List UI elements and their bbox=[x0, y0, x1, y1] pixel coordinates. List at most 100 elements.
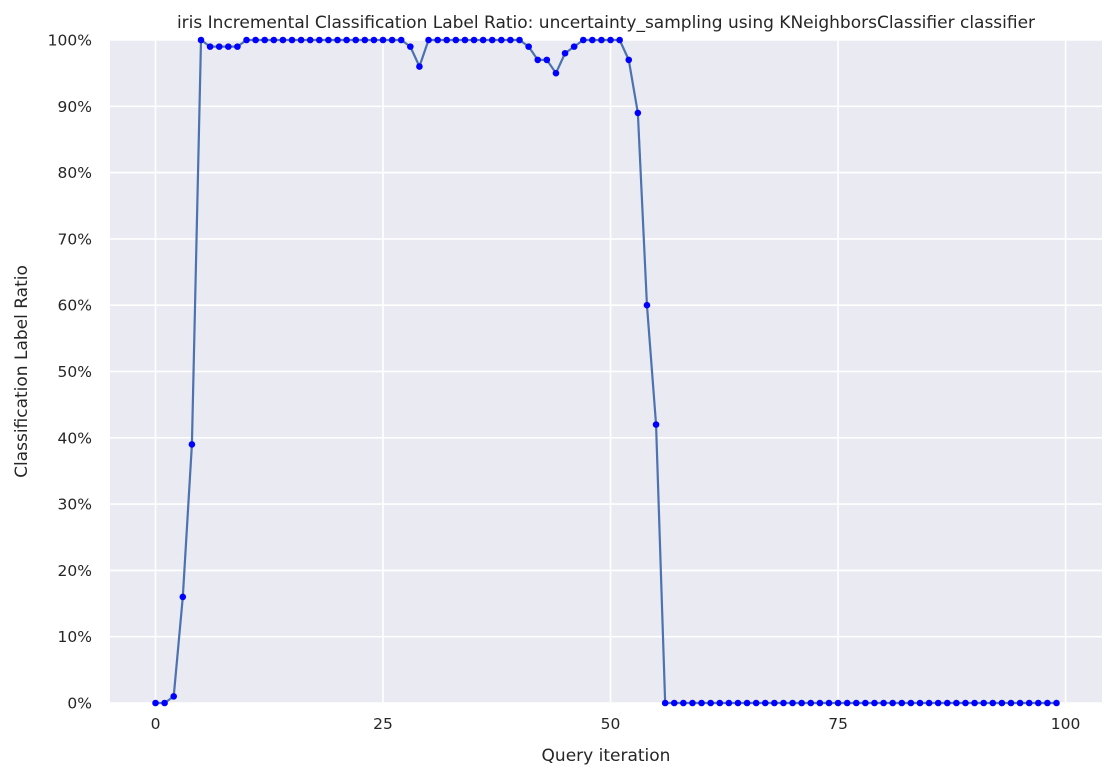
data-point bbox=[771, 699, 778, 707]
data-point bbox=[270, 36, 278, 44]
data-point bbox=[1034, 699, 1042, 707]
data-point bbox=[907, 699, 915, 707]
y-tick-label: 10% bbox=[58, 628, 92, 646]
data-point bbox=[852, 699, 860, 707]
data-point bbox=[643, 301, 651, 309]
data-point bbox=[252, 36, 259, 44]
data-point bbox=[1044, 699, 1051, 707]
data-point bbox=[507, 36, 514, 44]
data-point bbox=[579, 36, 587, 44]
data-point bbox=[206, 43, 214, 50]
data-point bbox=[179, 593, 187, 601]
data-point bbox=[488, 36, 496, 44]
data-point bbox=[170, 693, 178, 700]
data-point bbox=[1016, 699, 1024, 707]
data-point bbox=[998, 699, 1006, 707]
data-point bbox=[661, 699, 669, 707]
data-point bbox=[215, 43, 223, 50]
data-point bbox=[234, 43, 241, 50]
data-point bbox=[616, 36, 623, 44]
data-point bbox=[570, 43, 578, 50]
data-point bbox=[843, 699, 851, 707]
data-point bbox=[962, 699, 969, 707]
data-point bbox=[543, 56, 551, 64]
data-point bbox=[725, 699, 733, 707]
x-tick-label: 25 bbox=[373, 715, 393, 733]
data-point bbox=[452, 36, 460, 44]
series-line bbox=[155, 38, 1057, 705]
y-tick-label: 50% bbox=[58, 363, 92, 381]
data-point bbox=[816, 699, 824, 707]
data-point bbox=[925, 699, 933, 707]
data-point bbox=[425, 36, 432, 44]
data-point bbox=[971, 699, 978, 707]
data-point bbox=[197, 36, 205, 44]
data-point bbox=[443, 36, 451, 44]
y-tick-label: 80% bbox=[58, 164, 92, 182]
data-point bbox=[188, 441, 196, 448]
data-point bbox=[698, 699, 705, 707]
data-point bbox=[761, 699, 769, 707]
data-point bbox=[1025, 699, 1033, 707]
data-point bbox=[352, 36, 360, 44]
y-axis-ticks: 0% 10% 20% 30% 40% 50% 60% 70% 80% 90% 100% bbox=[48, 32, 92, 713]
x-tick-label: 75 bbox=[828, 715, 848, 733]
data-point bbox=[953, 699, 960, 707]
data-point bbox=[871, 699, 878, 707]
data-point bbox=[734, 699, 742, 707]
x-axis-label: Query iteration bbox=[542, 746, 671, 766]
data-point bbox=[498, 36, 505, 44]
data-point bbox=[416, 63, 423, 70]
y-axis-label: Classification Label Ratio bbox=[12, 265, 32, 478]
data-point bbox=[470, 36, 478, 44]
data-point bbox=[680, 699, 687, 707]
y-tick-label: 70% bbox=[58, 230, 92, 248]
data-point bbox=[379, 36, 387, 44]
x-tick-label: 100 bbox=[1051, 715, 1081, 733]
data-point bbox=[880, 699, 887, 707]
data-point bbox=[652, 421, 660, 428]
data-point bbox=[716, 699, 724, 707]
data-point bbox=[334, 36, 341, 44]
y-tick-label: 40% bbox=[58, 429, 92, 447]
y-tick-label: 30% bbox=[58, 496, 92, 514]
x-tick-label: 0 bbox=[151, 715, 161, 733]
data-point bbox=[825, 699, 833, 707]
data-point bbox=[607, 36, 614, 44]
data-point bbox=[297, 36, 305, 44]
data-point bbox=[689, 699, 696, 707]
series-layer bbox=[152, 36, 1060, 707]
data-point bbox=[306, 36, 314, 44]
data-point bbox=[397, 36, 405, 44]
data-point bbox=[798, 699, 805, 707]
data-point bbox=[370, 36, 378, 44]
data-point bbox=[243, 36, 250, 44]
data-point bbox=[552, 69, 560, 77]
y-tick-label: 20% bbox=[58, 562, 92, 580]
data-point bbox=[434, 36, 441, 44]
data-point bbox=[889, 699, 896, 707]
data-point bbox=[625, 56, 633, 64]
data-point bbox=[589, 36, 596, 44]
data-point bbox=[707, 699, 714, 707]
data-point bbox=[670, 699, 678, 707]
data-point bbox=[343, 36, 350, 44]
data-point bbox=[388, 36, 396, 44]
data-point bbox=[225, 43, 232, 50]
data-point bbox=[288, 36, 296, 44]
y-tick-label: 90% bbox=[58, 98, 92, 116]
data-point bbox=[361, 36, 369, 44]
x-axis-ticks: 0 25 50 75 100 bbox=[151, 715, 1081, 733]
data-point bbox=[862, 699, 869, 707]
data-point bbox=[461, 36, 469, 44]
data-point bbox=[634, 109, 642, 117]
data-point bbox=[161, 699, 168, 707]
data-point bbox=[152, 699, 159, 707]
data-point bbox=[534, 56, 542, 64]
y-tick-label: 0% bbox=[67, 695, 92, 713]
y-tick-label: 100% bbox=[48, 32, 92, 50]
data-point bbox=[916, 699, 924, 707]
data-point bbox=[598, 36, 605, 44]
